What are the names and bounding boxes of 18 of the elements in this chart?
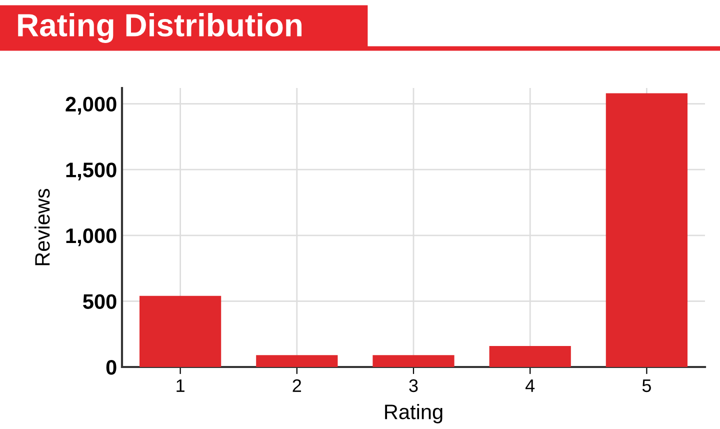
x-tick-label: 2 xyxy=(292,379,302,392)
bar xyxy=(256,355,338,367)
x-tick-label: 3 xyxy=(409,379,418,392)
x-axis-title: Rating xyxy=(385,404,442,424)
y-tick-label: 0 xyxy=(106,360,116,375)
x-tick-label: 1 xyxy=(176,379,184,392)
chart-title: Rating Distribution xyxy=(18,13,302,43)
y-tick-label: 2,000 xyxy=(66,96,116,115)
bar xyxy=(489,346,571,367)
x-tick-label: 4 xyxy=(525,379,535,392)
y-tick-label: 1,000 xyxy=(66,228,116,246)
bar xyxy=(606,93,688,367)
y-tick-label: 500 xyxy=(83,294,116,309)
x-tick-label: 5 xyxy=(642,379,651,392)
y-tick-label: 1,500 xyxy=(66,162,116,180)
bar xyxy=(372,355,454,367)
bar xyxy=(139,296,222,367)
y-axis-title: Reviews xyxy=(34,188,50,266)
